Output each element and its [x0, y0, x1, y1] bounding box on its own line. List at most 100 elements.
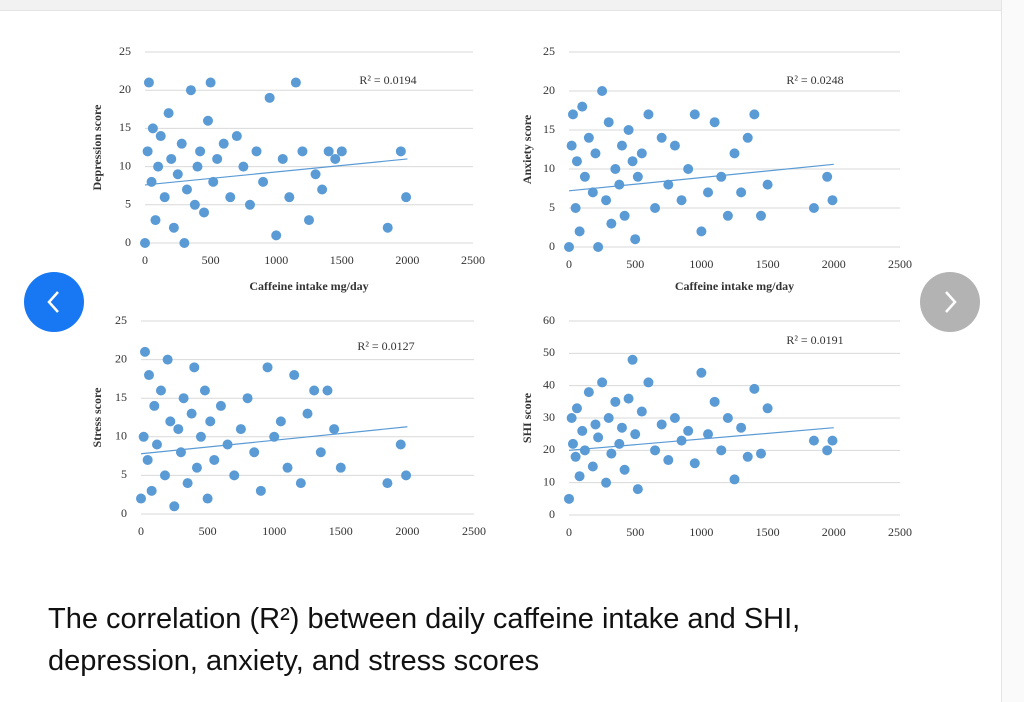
- data-point: [242, 393, 253, 404]
- data-point: [195, 431, 206, 442]
- x-tick-label: 1500: [756, 257, 780, 271]
- y-axis-label: Stress score: [90, 387, 104, 448]
- r-squared: R² = 0.0248: [786, 73, 843, 87]
- data-point: [142, 146, 153, 157]
- data-point: [153, 161, 164, 172]
- scatter-chart: 0 5 10 15 20 25 0 500 1000 1500 2000 2500 Stress sco…: [90, 313, 486, 538]
- data-point: [199, 385, 210, 396]
- data-point: [175, 447, 186, 458]
- data-point: [597, 377, 608, 388]
- data-point: [709, 117, 720, 128]
- data-point: [623, 393, 634, 404]
- x-tick-label: 2000: [822, 257, 846, 271]
- data-point: [264, 92, 275, 103]
- data-point: [150, 215, 161, 226]
- data-point: [151, 439, 162, 450]
- data-point: [195, 146, 206, 157]
- data-point: [335, 462, 346, 473]
- data-point: [579, 171, 590, 182]
- data-point: [729, 474, 740, 485]
- y-tick-label: 10: [543, 161, 555, 175]
- data-point: [401, 470, 412, 481]
- data-point: [643, 109, 654, 120]
- data-point: [574, 471, 585, 482]
- data-point: [302, 408, 313, 419]
- y-tick-label: 0: [121, 506, 127, 520]
- data-point: [808, 203, 819, 213]
- data-point: [632, 171, 643, 182]
- data-point: [566, 413, 577, 423]
- y-tick-label: 40: [543, 377, 555, 391]
- data-point: [209, 454, 220, 465]
- data-point: [182, 478, 193, 489]
- data-point: [627, 354, 638, 365]
- data-point: [401, 192, 412, 203]
- data-point: [603, 117, 614, 128]
- data-point: [755, 448, 766, 459]
- data-point: [165, 416, 176, 427]
- next-chevron[interactable]: [945, 291, 957, 313]
- data-point: [140, 238, 150, 248]
- data-point: [709, 396, 720, 407]
- data-point: [736, 422, 747, 433]
- data-point: [249, 447, 260, 458]
- data-point: [643, 377, 654, 388]
- data-point: [597, 86, 608, 96]
- data-point: [205, 77, 216, 88]
- data-point: [636, 148, 647, 159]
- data-point: [614, 179, 625, 190]
- data-point: [822, 445, 833, 456]
- y-tick-label: 5: [125, 197, 131, 211]
- data-point: [742, 451, 753, 462]
- data-point: [225, 192, 236, 203]
- x-tick-label: 1000: [264, 253, 288, 267]
- data-point: [169, 501, 180, 512]
- data-point: [330, 153, 341, 164]
- x-tick-label: 2500: [888, 525, 912, 539]
- y-tick-label: 0: [549, 507, 555, 521]
- x-tick-label: 0: [142, 253, 148, 267]
- y-axis-label: SHI score: [520, 392, 534, 443]
- r-squared: R² = 0.0191: [786, 333, 843, 347]
- data-point: [395, 146, 406, 157]
- data-point: [742, 132, 753, 143]
- trendline: [144, 158, 408, 186]
- next-button-circle[interactable]: [920, 272, 980, 332]
- x-tick-label: 500: [626, 525, 644, 539]
- x-tick-label: 2000: [395, 524, 419, 538]
- data-point: [564, 493, 574, 504]
- x-tick-label: 2500: [888, 257, 912, 271]
- data-point: [577, 101, 588, 112]
- scatter-chart: 0 10 20 30 40 50 60 0 500 1000 1500 2000 2500 SHI sco…: [520, 313, 912, 539]
- prev-chevron[interactable]: [47, 291, 59, 313]
- data-point: [610, 164, 621, 174]
- data-point: [610, 396, 621, 407]
- data-point: [251, 146, 262, 157]
- data-point: [178, 393, 189, 404]
- data-point: [284, 192, 295, 203]
- y-tick-label: 15: [115, 390, 127, 404]
- data-point: [277, 153, 288, 164]
- data-point: [136, 493, 146, 504]
- data-point: [162, 354, 173, 365]
- data-point: [827, 195, 838, 206]
- data-point: [146, 176, 157, 187]
- data-point: [382, 478, 393, 489]
- data-point: [323, 146, 334, 157]
- data-point: [827, 435, 838, 446]
- trendline: [568, 427, 834, 451]
- data-point: [749, 383, 760, 394]
- prev-button[interactable]: [24, 272, 84, 332]
- x-tick-label: 1000: [262, 524, 286, 538]
- data-point: [176, 138, 187, 149]
- data-point: [650, 203, 661, 213]
- data-point: [722, 413, 733, 423]
- y-tick-label: 5: [549, 200, 555, 214]
- data-point: [185, 85, 196, 96]
- data-point: [663, 455, 674, 466]
- prev-button-circle[interactable]: [24, 272, 84, 332]
- data-point: [716, 445, 727, 456]
- next-button[interactable]: [920, 272, 980, 332]
- data-point: [159, 192, 170, 203]
- data-point: [590, 419, 601, 430]
